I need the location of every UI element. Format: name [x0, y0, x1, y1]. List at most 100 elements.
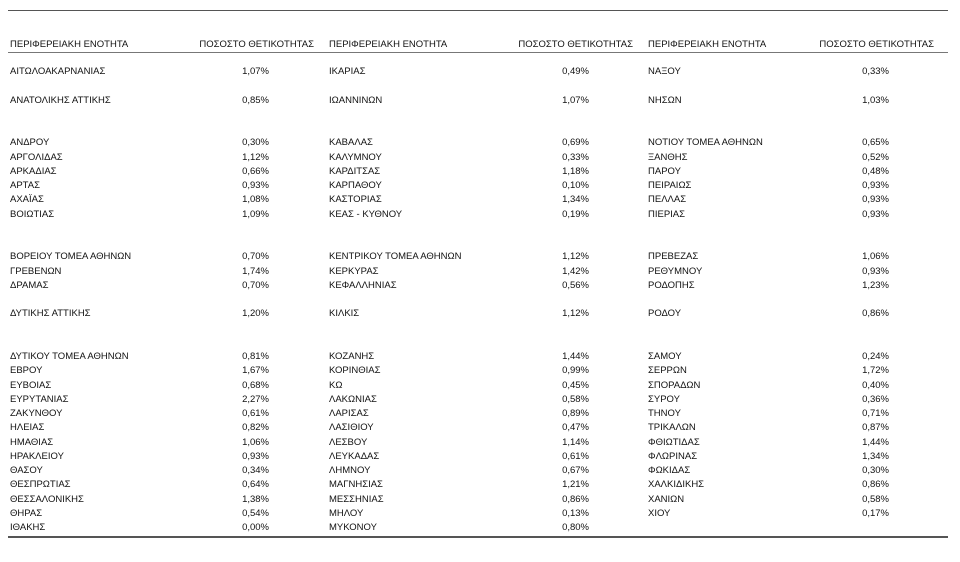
region-name: ΑΡΚΑΔΙΑΣ: [10, 165, 57, 177]
positivity-rate: 1,14%: [562, 436, 589, 448]
region-name: ΘΗΡΑΣ: [10, 507, 43, 519]
region-name: ΡΟΔΟΥ: [648, 308, 682, 320]
region-name: ΤΗΝΟΥ: [648, 408, 681, 419]
positivity-rate: 1,67%: [242, 365, 269, 377]
top-rule: [8, 10, 948, 11]
positivity-rate: 0,99%: [562, 365, 589, 377]
positivity-rate: 0,30%: [242, 137, 269, 149]
region-name: ΙΩΑΝΝΙΝΩΝ: [329, 94, 383, 106]
region-name: ΚΟΡΙΝΘΙΑΣ: [329, 365, 381, 377]
region-name: ΜΥΚΟΝΟΥ: [329, 522, 377, 533]
positivity-rate: 0,87%: [862, 422, 889, 434]
positivity-rate: 0,69%: [562, 137, 589, 149]
region-name: ΣΑΜΟΥ: [648, 351, 682, 362]
positivity-rate: 0,86%: [862, 479, 889, 491]
region-name: ΠΡΕΒΕΖΑΣ: [648, 251, 699, 263]
header-rule: [8, 52, 948, 53]
region-name: ΚΕΡΚΥΡΑΣ: [329, 265, 379, 277]
positivity-rate: 1,06%: [242, 436, 269, 448]
region-name: ΚΑΛΥΜΝΟΥ: [329, 151, 382, 163]
positivity-rate: 1,12%: [562, 251, 589, 263]
positivity-rate: 0,52%: [862, 151, 889, 163]
positivity-rate: 0,93%: [862, 208, 889, 220]
region-name: ΗΡΑΚΛΕΙΟΥ: [10, 450, 64, 462]
positivity-rate: 0,82%: [242, 422, 269, 434]
region-name: ΔΡΑΜΑΣ: [10, 279, 49, 291]
bottom-rule: [8, 536, 948, 538]
positivity-rate: 0,36%: [862, 393, 889, 405]
region-name: ΕΥΒΟΙΑΣ: [10, 379, 52, 391]
region-name: ΕΒΡΟΥ: [10, 365, 43, 377]
region-name: ΛΑΡΙΣΑΣ: [329, 408, 369, 419]
positivity-rate: 0,93%: [242, 180, 269, 191]
region-name: ΦΛΩΡΙΝΑΣ: [648, 450, 698, 462]
positivity-rate: 0,70%: [242, 251, 269, 263]
region-name: ΚΑΡΠΑΘΟΥ: [329, 180, 382, 191]
column-header: ΠΟΣΟΣΤΟ ΘΕΤΙΚΟΤΗΤΑΣ: [819, 39, 934, 50]
positivity-rate: 0,33%: [562, 151, 589, 163]
region-name: ΜΑΓΝΗΣΙΑΣ: [329, 479, 383, 491]
region-name: ΧΙΟΥ: [648, 507, 671, 519]
positivity-rate: 0,17%: [862, 507, 889, 519]
positivity-rate: 0,30%: [862, 465, 889, 476]
positivity-rate: 0,89%: [562, 408, 589, 419]
positivity-rate: 1,74%: [242, 265, 269, 277]
region-name: ΛΑΣΙΘΙΟΥ: [329, 422, 374, 434]
positivity-rate: 0,61%: [562, 450, 589, 462]
region-name: ΔΥΤΙΚΗΣ ΑΤΤΙΚΗΣ: [10, 308, 91, 320]
region-name: ΘΕΣΠΡΩΤΙΑΣ: [10, 479, 71, 491]
positivity-rate: 0,71%: [862, 408, 889, 419]
region-name: ΚΕΑΣ - ΚΥΘΝΟΥ: [329, 208, 403, 220]
positivity-rate: 1,08%: [242, 194, 269, 206]
region-name: ΠΕΛΛΑΣ: [648, 194, 687, 206]
positivity-rate: 0,66%: [242, 165, 269, 177]
positivity-rate: 0,67%: [562, 465, 589, 476]
region-name: ΡΕΘΥΜΝΟΥ: [648, 265, 703, 277]
positivity-rate: 0,24%: [862, 351, 889, 362]
region-name: ΣΕΡΡΩΝ: [648, 365, 687, 377]
region-name: ΑΝΔΡΟΥ: [10, 137, 50, 149]
region-name: ΝΟΤΙΟΥ ΤΟΜΕΑ ΑΘΗΝΩΝ: [648, 137, 763, 149]
region-name: ΕΥΡΥΤΑΝΙΑΣ: [10, 393, 69, 405]
region-name: ΚΩ: [329, 379, 343, 391]
region-name: ΒΟΙΩΤΙΑΣ: [10, 208, 55, 220]
positivity-rate: 0,19%: [562, 208, 589, 220]
positivity-rate: 0,58%: [562, 393, 589, 405]
region-name: ΘΑΣΟΥ: [10, 465, 43, 476]
column-header: ΠΟΣΟΣΤΟ ΘΕΤΙΚΟΤΗΤΑΣ: [199, 39, 314, 50]
region-name: ΚΕΦΑΛΛΗΝΙΑΣ: [329, 279, 397, 291]
region-name: ΣΥΡΟΥ: [648, 393, 680, 405]
region-name: ΜΗΛΟΥ: [329, 507, 364, 519]
positivity-rate: 0,48%: [862, 165, 889, 177]
positivity-rate: 1,34%: [562, 194, 589, 206]
region-name: ΚΙΛΚΙΣ: [329, 308, 360, 320]
positivity-rate: 1,12%: [242, 151, 269, 163]
region-name: ΦΘΙΩΤΙΔΑΣ: [648, 436, 700, 448]
region-name: ΔΥΤΙΚΟΥ ΤΟΜΕΑ ΑΘΗΝΩΝ: [10, 351, 129, 362]
region-name: ΦΩΚΙΔΑΣ: [648, 465, 691, 476]
region-name: ΛΑΚΩΝΙΑΣ: [329, 393, 377, 405]
positivity-rate: 0,47%: [562, 422, 589, 434]
positivity-rate: 1,09%: [242, 208, 269, 220]
column-header: ΠΕΡΙΦΕΡΕΙΑΚΗ ΕΝΟΤΗΤΑ: [648, 39, 767, 50]
positivity-rate: 0,10%: [562, 180, 589, 191]
positivity-rate: 0,85%: [242, 94, 269, 106]
positivity-rate: 1,44%: [562, 351, 589, 362]
region-name: ΑΡΓΟΛΙΔΑΣ: [10, 151, 63, 163]
positivity-rate: 0,65%: [862, 137, 889, 149]
positivity-rate: 0,61%: [242, 408, 269, 419]
positivity-rate: 1,34%: [862, 450, 889, 462]
region-name: ΚΟΖΑΝΗΣ: [329, 351, 375, 362]
region-name: ΠΙΕΡΙΑΣ: [648, 208, 686, 220]
positivity-rate: 1,21%: [562, 479, 589, 491]
positivity-rate: 0,00%: [242, 522, 269, 533]
positivity-rate: 1,38%: [242, 493, 269, 505]
positivity-rate: 0,81%: [242, 351, 269, 362]
column-header: ΠΕΡΙΦΕΡΕΙΑΚΗ ΕΝΟΤΗΤΑ: [10, 39, 129, 50]
region-name: ΗΜΑΘΙΑΣ: [10, 436, 54, 448]
positivity-rate: 1,44%: [862, 436, 889, 448]
positivity-rate: 2,27%: [242, 393, 269, 405]
region-name: ΑΙΤΩΛΟΑΚΑΡΝΑΝΙΑΣ: [10, 66, 106, 77]
region-name: ΑΝΑΤΟΛΙΚΗΣ ΑΤΤΙΚΗΣ: [10, 94, 111, 106]
region-name: ΒΟΡΕΙΟΥ ΤΟΜΕΑ ΑΘΗΝΩΝ: [10, 251, 132, 263]
